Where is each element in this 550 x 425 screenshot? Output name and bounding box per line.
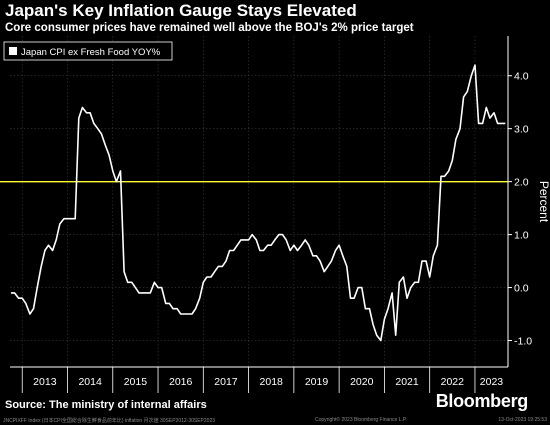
x-tick-label: 2019 [305,376,329,388]
x-tick-label: 2017 [214,376,238,388]
x-tick-label: 2022 [441,376,465,388]
x-tick-label: 2023 [480,376,504,388]
grid-lines [10,36,508,367]
y-tick-label: 2.0 [514,177,529,189]
series-layer [11,65,505,340]
x-tick-label: 2020 [350,376,374,388]
footnote: JNCPIXFF Index (日本CPI全国総合除生鮮食品前年比) infla… [3,417,215,424]
source-note: Source: The ministry of internal affairs [5,399,207,411]
y-tick-label: 0.0 [514,283,529,295]
y-tick-label: -1.0 [514,336,532,348]
timestamp: 13-Oct-2023 19:25:53 [498,417,547,423]
x-tick-label: 2015 [124,376,148,388]
x-tick-label: 2014 [78,376,102,388]
copyright: Copyright© 2023 Bloomberg Finance L.P. [315,417,407,423]
x-tick-label: 2013 [33,376,57,388]
y-tick-label: 1.0 [514,230,529,242]
y-axis-title: Percent [537,181,550,223]
series-line [11,65,505,340]
y-tick-label: 3.0 [514,124,529,136]
bloomberg-logo: Bloomberg [436,391,528,412]
legend: Japan CPI ex Fresh Food YOY% [4,42,172,60]
x-tick-label: 2016 [169,376,193,388]
x-tick-label: 2021 [395,376,419,388]
y-tick-label: 4.0 [514,71,529,83]
y-axis: -1.0 0.0 1.0 2.0 3.0 4.0 Percent [508,36,550,367]
x-tick-label: 2018 [260,376,284,388]
legend-swatch [9,47,17,55]
legend-label: Japan CPI ex Fresh Food YOY% [21,47,161,58]
x-axis: 2013 2014 2015 2016 2017 2018 2019 2020 2021 2022… [10,367,508,393]
